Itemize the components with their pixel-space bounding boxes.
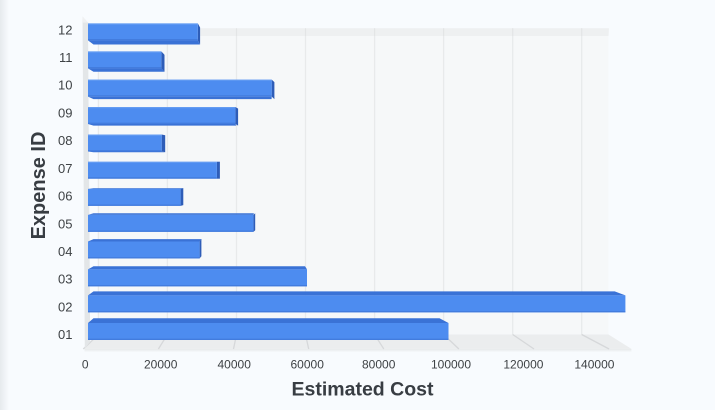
svg-text:60000: 60000 xyxy=(291,358,325,372)
svg-text:120000: 120000 xyxy=(503,358,543,372)
svg-text:11: 11 xyxy=(59,50,73,65)
svg-text:02: 02 xyxy=(58,299,72,314)
svg-text:100000: 100000 xyxy=(431,358,471,372)
svg-text:03: 03 xyxy=(58,272,72,287)
svg-text:Estimated Cost: Estimated Cost xyxy=(292,379,434,401)
svg-text:05: 05 xyxy=(58,216,72,231)
svg-text:12: 12 xyxy=(58,22,72,37)
svg-text:40000: 40000 xyxy=(218,358,252,372)
svg-text:10: 10 xyxy=(58,78,72,93)
svg-text:20000: 20000 xyxy=(144,358,178,372)
svg-text:01: 01 xyxy=(58,327,72,342)
svg-text:140000: 140000 xyxy=(574,358,614,372)
svg-text:04: 04 xyxy=(58,244,72,259)
svg-text:08: 08 xyxy=(58,133,72,148)
svg-text:0: 0 xyxy=(82,358,89,372)
svg-text:Expense ID: Expense ID xyxy=(28,132,50,240)
svg-text:09: 09 xyxy=(58,105,72,120)
svg-text:80000: 80000 xyxy=(362,358,396,372)
svg-text:06: 06 xyxy=(58,189,72,204)
svg-text:07: 07 xyxy=(58,161,72,176)
